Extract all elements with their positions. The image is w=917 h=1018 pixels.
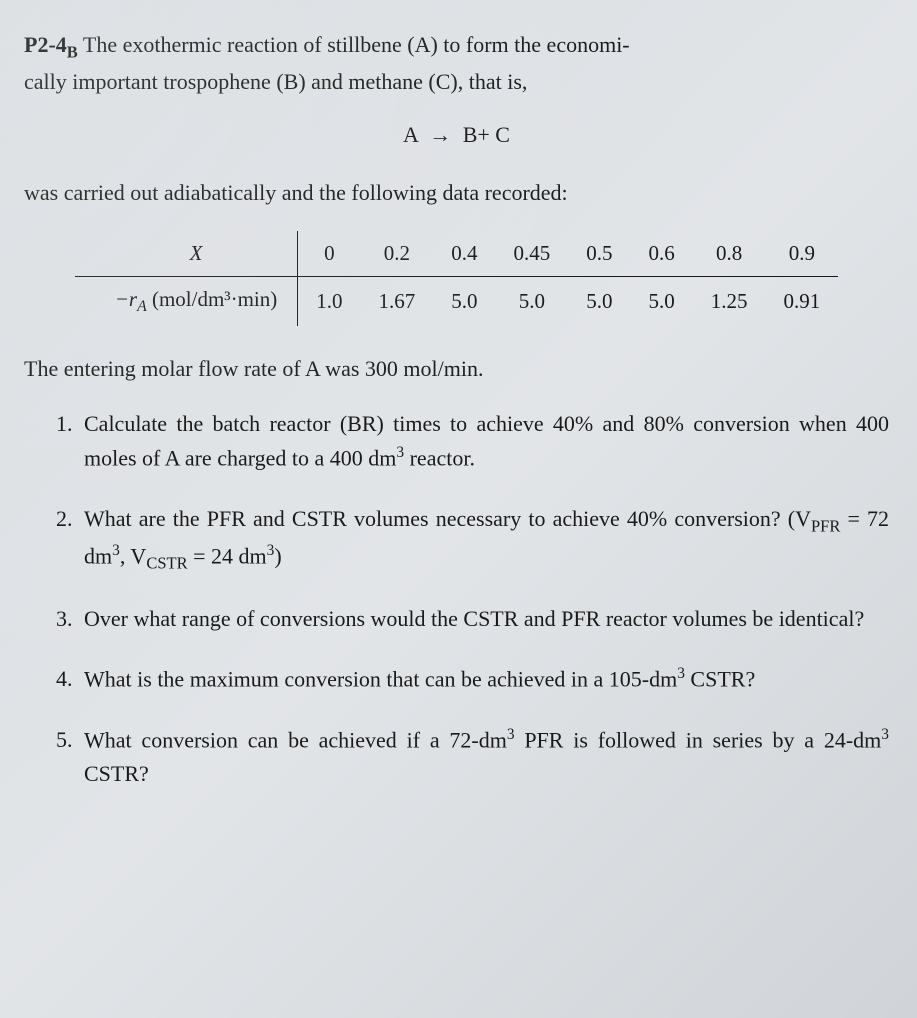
problem-label: P2-4B [24, 32, 78, 57]
equation-arrow: → [429, 122, 451, 147]
data-table: X 0 0.2 0.4 0.45 0.5 0.6 0.8 0.9 −rA (mo… [75, 231, 839, 326]
x-val: 0.2 [361, 231, 434, 277]
rate-label: −rA (mol/dm³·min) [75, 277, 298, 327]
rate-val: 5.0 [496, 277, 569, 327]
table-row-rate: −rA (mol/dm³·min) 1.0 1.67 5.0 5.0 5.0 5… [75, 277, 839, 327]
x-val: 0 [298, 231, 361, 277]
reaction-equation: A → B+ C [24, 122, 889, 148]
equation-lhs: A [403, 122, 418, 147]
x-val: 0.6 [631, 231, 693, 277]
transition-text: was carried out adiabatically and the fo… [24, 176, 889, 209]
flow-rate-text: The entering molar flow rate of A was 30… [24, 352, 889, 385]
rate-val: 5.0 [433, 277, 495, 327]
intro-line1: The exothermic reaction of stillbene (A)… [78, 32, 630, 57]
rate-val: 0.91 [766, 277, 839, 327]
rate-val: 5.0 [631, 277, 693, 327]
question-3: Over what range of conversions would the… [56, 602, 889, 636]
equation-rhs: B+ C [463, 122, 510, 147]
rate-val: 1.0 [298, 277, 361, 327]
question-list: Calculate the batch reactor (BR) times t… [24, 407, 889, 791]
problem-intro: P2-4B The exothermic reaction of stillbe… [24, 28, 889, 98]
x-val: 0.45 [496, 231, 569, 277]
x-val: 0.9 [766, 231, 839, 277]
intro-line2: cally important trospophene (B) and meth… [24, 69, 527, 94]
question-5: What conversion can be achieved if a 72-… [56, 723, 889, 792]
question-4: What is the maximum conversion that can … [56, 662, 889, 696]
rate-val: 1.25 [693, 277, 766, 327]
rate-val: 5.0 [568, 277, 630, 327]
table-row-x: X 0 0.2 0.4 0.45 0.5 0.6 0.8 0.9 [75, 231, 839, 277]
question-2: What are the PFR and CSTR volumes necess… [56, 502, 889, 576]
x-label: X [75, 231, 298, 277]
rate-val: 1.67 [361, 277, 434, 327]
x-val: 0.5 [568, 231, 630, 277]
x-val: 0.8 [693, 231, 766, 277]
question-1: Calculate the batch reactor (BR) times t… [56, 407, 889, 476]
x-val: 0.4 [433, 231, 495, 277]
